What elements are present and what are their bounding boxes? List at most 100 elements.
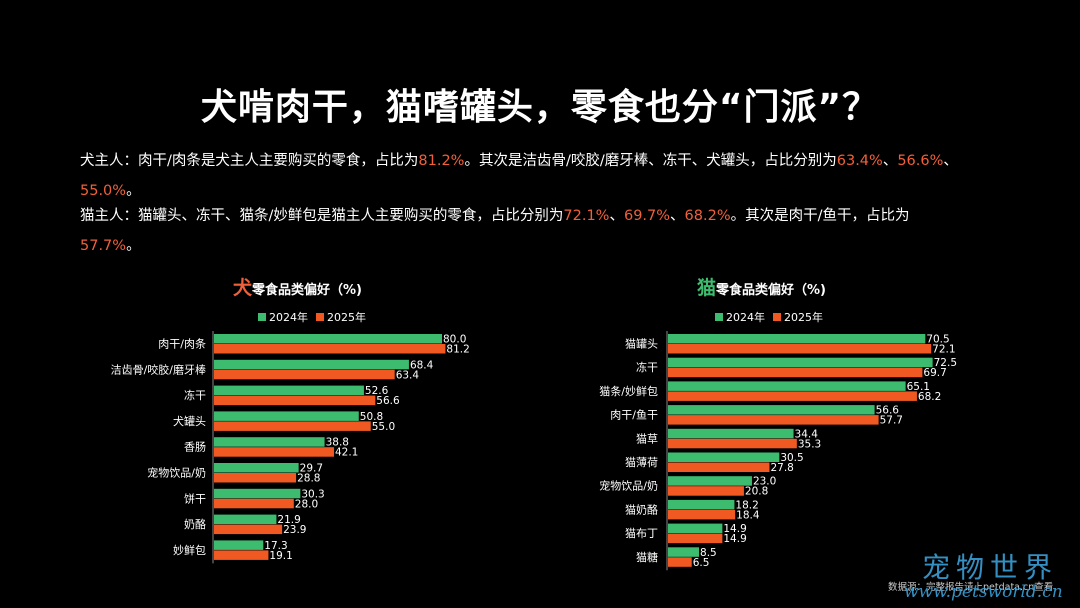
dog-summary-sep-1: 、 (882, 153, 898, 169)
cat-category-label: 猫罐头 (625, 338, 658, 351)
dog-data-label-2024: 21.9 (277, 514, 300, 526)
dog-category-label: 冻干 (184, 388, 206, 402)
cat-category-label: 猫条/妙鲜包 (599, 384, 658, 398)
cat-chart-legend: 2024年 2025年 (715, 309, 823, 325)
legend-swatch-2025 (773, 313, 781, 321)
cat-bar-2025 (668, 438, 797, 449)
cat-data-label-2024: 14.9 (723, 523, 746, 535)
legend-item-2024: 2024年 (258, 309, 308, 325)
dog-data-label-2024: 30.3 (301, 488, 324, 500)
dog-data-label-2025: 55.0 (372, 421, 395, 433)
cat-bar-2024 (668, 452, 780, 462)
cat-data-label-2024: 23.0 (753, 476, 776, 488)
dog-category-label: 宠物饮品/奶 (147, 466, 206, 480)
cat-data-label-2025: 20.8 (745, 486, 768, 498)
dog-data-label-2025: 28.0 (295, 498, 318, 510)
cat-summary-value-4: 57.7% (80, 238, 127, 254)
cat-bar-2025 (668, 533, 723, 544)
dog-data-label-2024: 50.8 (360, 411, 383, 423)
legend-label-2024: 2024年 (269, 311, 308, 324)
dog-summary-value-2: 63.4% (836, 153, 883, 169)
legend-label-2025: 2025年 (327, 311, 366, 324)
legend-item-2025: 2025年 (773, 309, 823, 325)
cat-category-label: 猫薄荷 (625, 455, 658, 469)
cat-data-label-2025: 6.5 (693, 557, 710, 569)
cat-bar-2025 (668, 367, 923, 378)
watermark-cn: 宠物世界 (922, 551, 1059, 584)
legend-item-2025: 2025年 (316, 309, 366, 325)
cat-summary-value-2: 69.7% (623, 208, 671, 224)
legend-label-2025: 2025年 (784, 311, 823, 324)
dog-data-label-2025: 63.4 (396, 369, 420, 381)
cat-data-label-2024: 70.5 (926, 334, 949, 346)
cat-bar-2025 (668, 344, 932, 354)
dog-category-label: 香肠 (184, 441, 206, 454)
cat-bar-2025 (668, 509, 736, 520)
dog-category-label: 饼干 (184, 491, 206, 505)
cat-bar-2024 (668, 523, 723, 534)
legend-swatch-2024 (715, 313, 723, 321)
cat-category-label: 猫糖 (636, 550, 658, 564)
dog-data-label-2025: 42.1 (335, 447, 358, 459)
dog-bar-2025 (214, 421, 371, 431)
legend-item-2024: 2024年 (715, 309, 765, 325)
cat-chart-title-big: 猫 (697, 277, 717, 299)
data-source-note: 数据源：完整报告请上petdata.cn查看 (888, 582, 1054, 593)
cat-data-label-2024: 30.5 (780, 452, 803, 464)
cat-bar-2025 (668, 462, 770, 472)
cat-category-label: 冻干 (636, 360, 658, 374)
cat-bar-2024 (668, 428, 794, 439)
cat-category-label: 肉干/鱼干 (610, 408, 658, 422)
dog-chart-legend: 2024年 2025年 (258, 309, 366, 325)
dog-data-label-2025: 28.8 (297, 473, 320, 485)
cat-summary-sep-1: 、 (609, 208, 624, 224)
cat-category-label: 猫草 (636, 432, 658, 445)
cat-bar-2024 (668, 547, 700, 557)
dog-bar-2025 (214, 550, 269, 560)
cat-bar-2024 (668, 476, 752, 486)
cat-summary-value-1: 72.1% (563, 208, 610, 224)
cat-summary-text-3: 。 (126, 238, 141, 254)
cat-data-label-2025: 27.8 (770, 462, 793, 474)
dog-summary-value-4: 55.0% (80, 183, 127, 199)
dog-chart-title-rest: 零食品类偏好（%) (252, 283, 362, 298)
dog-bar-2024 (214, 514, 277, 525)
dog-summary-text-1: 犬主人：肉干/肉条是犬主人主要购买的零食，占比为 (80, 153, 419, 169)
dog-bar-2025 (214, 473, 297, 483)
legend-swatch-2024 (258, 313, 266, 321)
page-title: 犬啃肉干，猫嗜罐头，零食也分“门派”？ (200, 87, 880, 128)
dog-bar-2024 (214, 385, 364, 396)
dog-summary-value-3: 56.6% (897, 153, 944, 169)
cat-data-label-2024: 18.2 (735, 499, 758, 511)
dog-category-label: 犬罐头 (173, 414, 206, 428)
cat-bar-2024 (668, 405, 875, 415)
dog-bar-2025 (214, 524, 283, 535)
cat-category-label: 宠物饮品/奶 (599, 479, 658, 493)
dog-bar-2024 (214, 437, 325, 447)
cat-data-label-2025: 35.3 (798, 438, 821, 450)
cat-data-label-2024: 56.6 (876, 405, 900, 417)
dog-data-label-2024: 38.8 (326, 437, 349, 449)
cat-data-label-2025: 69.7 (923, 367, 946, 379)
dog-bar-2024 (214, 488, 301, 499)
dog-data-label-2025: 19.1 (269, 550, 292, 562)
dog-bar-2024 (214, 463, 299, 473)
dog-bar-2025 (214, 498, 294, 509)
cat-owner-summary: 猫主人：猫罐头、冻干、猫条/妙鲜包是猫主人主要购买的零食，占比分别为72.1%、… (80, 201, 1020, 261)
dog-bar-2024 (214, 540, 264, 550)
dog-data-label-2024: 52.6 (365, 385, 389, 397)
dog-bar-2025 (214, 369, 395, 380)
cat-summary-text-1: 猫主人：猫罐头、冻干、猫条/妙鲜包是猫主人主要购买的零食，占比分别为 (80, 208, 564, 224)
dog-data-label-2025: 81.2 (446, 344, 469, 356)
legend-label-2024: 2024年 (726, 311, 765, 324)
cat-chart-title-rest: 零食品类偏好（%) (716, 283, 826, 298)
dog-bar-2025 (214, 447, 334, 457)
watermark-logo: 宠物世界 www.petsworld.cn (900, 546, 1072, 604)
cat-bar-2024 (668, 334, 926, 344)
cat-data-label-2024: 34.4 (795, 428, 819, 440)
cat-data-label-2025: 68.2 (918, 391, 941, 403)
cat-bar-2025 (668, 391, 917, 401)
cat-data-label-2025: 57.7 (880, 415, 903, 427)
dog-category-label: 肉干/肉条 (158, 337, 206, 351)
cat-bar-2025 (668, 486, 744, 496)
